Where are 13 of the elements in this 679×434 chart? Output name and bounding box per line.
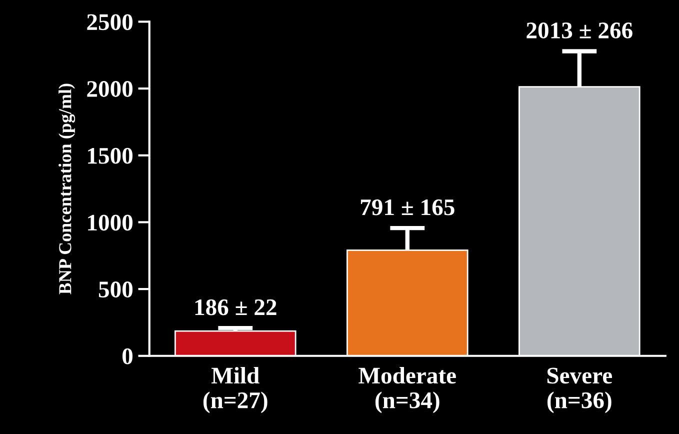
data-label: 186 ± 22 <box>195 299 276 316</box>
y-tick-label: 2000 <box>87 81 133 97</box>
x-tick-label: Mild (n=27) <box>203 366 268 414</box>
y-tick-label: 1500 <box>88 148 133 164</box>
x-tick-label: Moderate (n=34) <box>358 366 456 414</box>
y-tick-label: 0 <box>122 348 133 364</box>
data-label: 791 ± 165 <box>360 199 454 216</box>
data-label: 2013 ± 266 <box>526 22 632 38</box>
y-tick-label: 1000 <box>88 214 133 231</box>
y-tick-label: 500 <box>98 282 133 298</box>
y-axis-title: BNP Concentration (pg/ml) <box>58 84 76 294</box>
y-tick-label: 2500 <box>87 14 133 30</box>
x-tick-label: Severe (n=36) <box>547 368 612 414</box>
